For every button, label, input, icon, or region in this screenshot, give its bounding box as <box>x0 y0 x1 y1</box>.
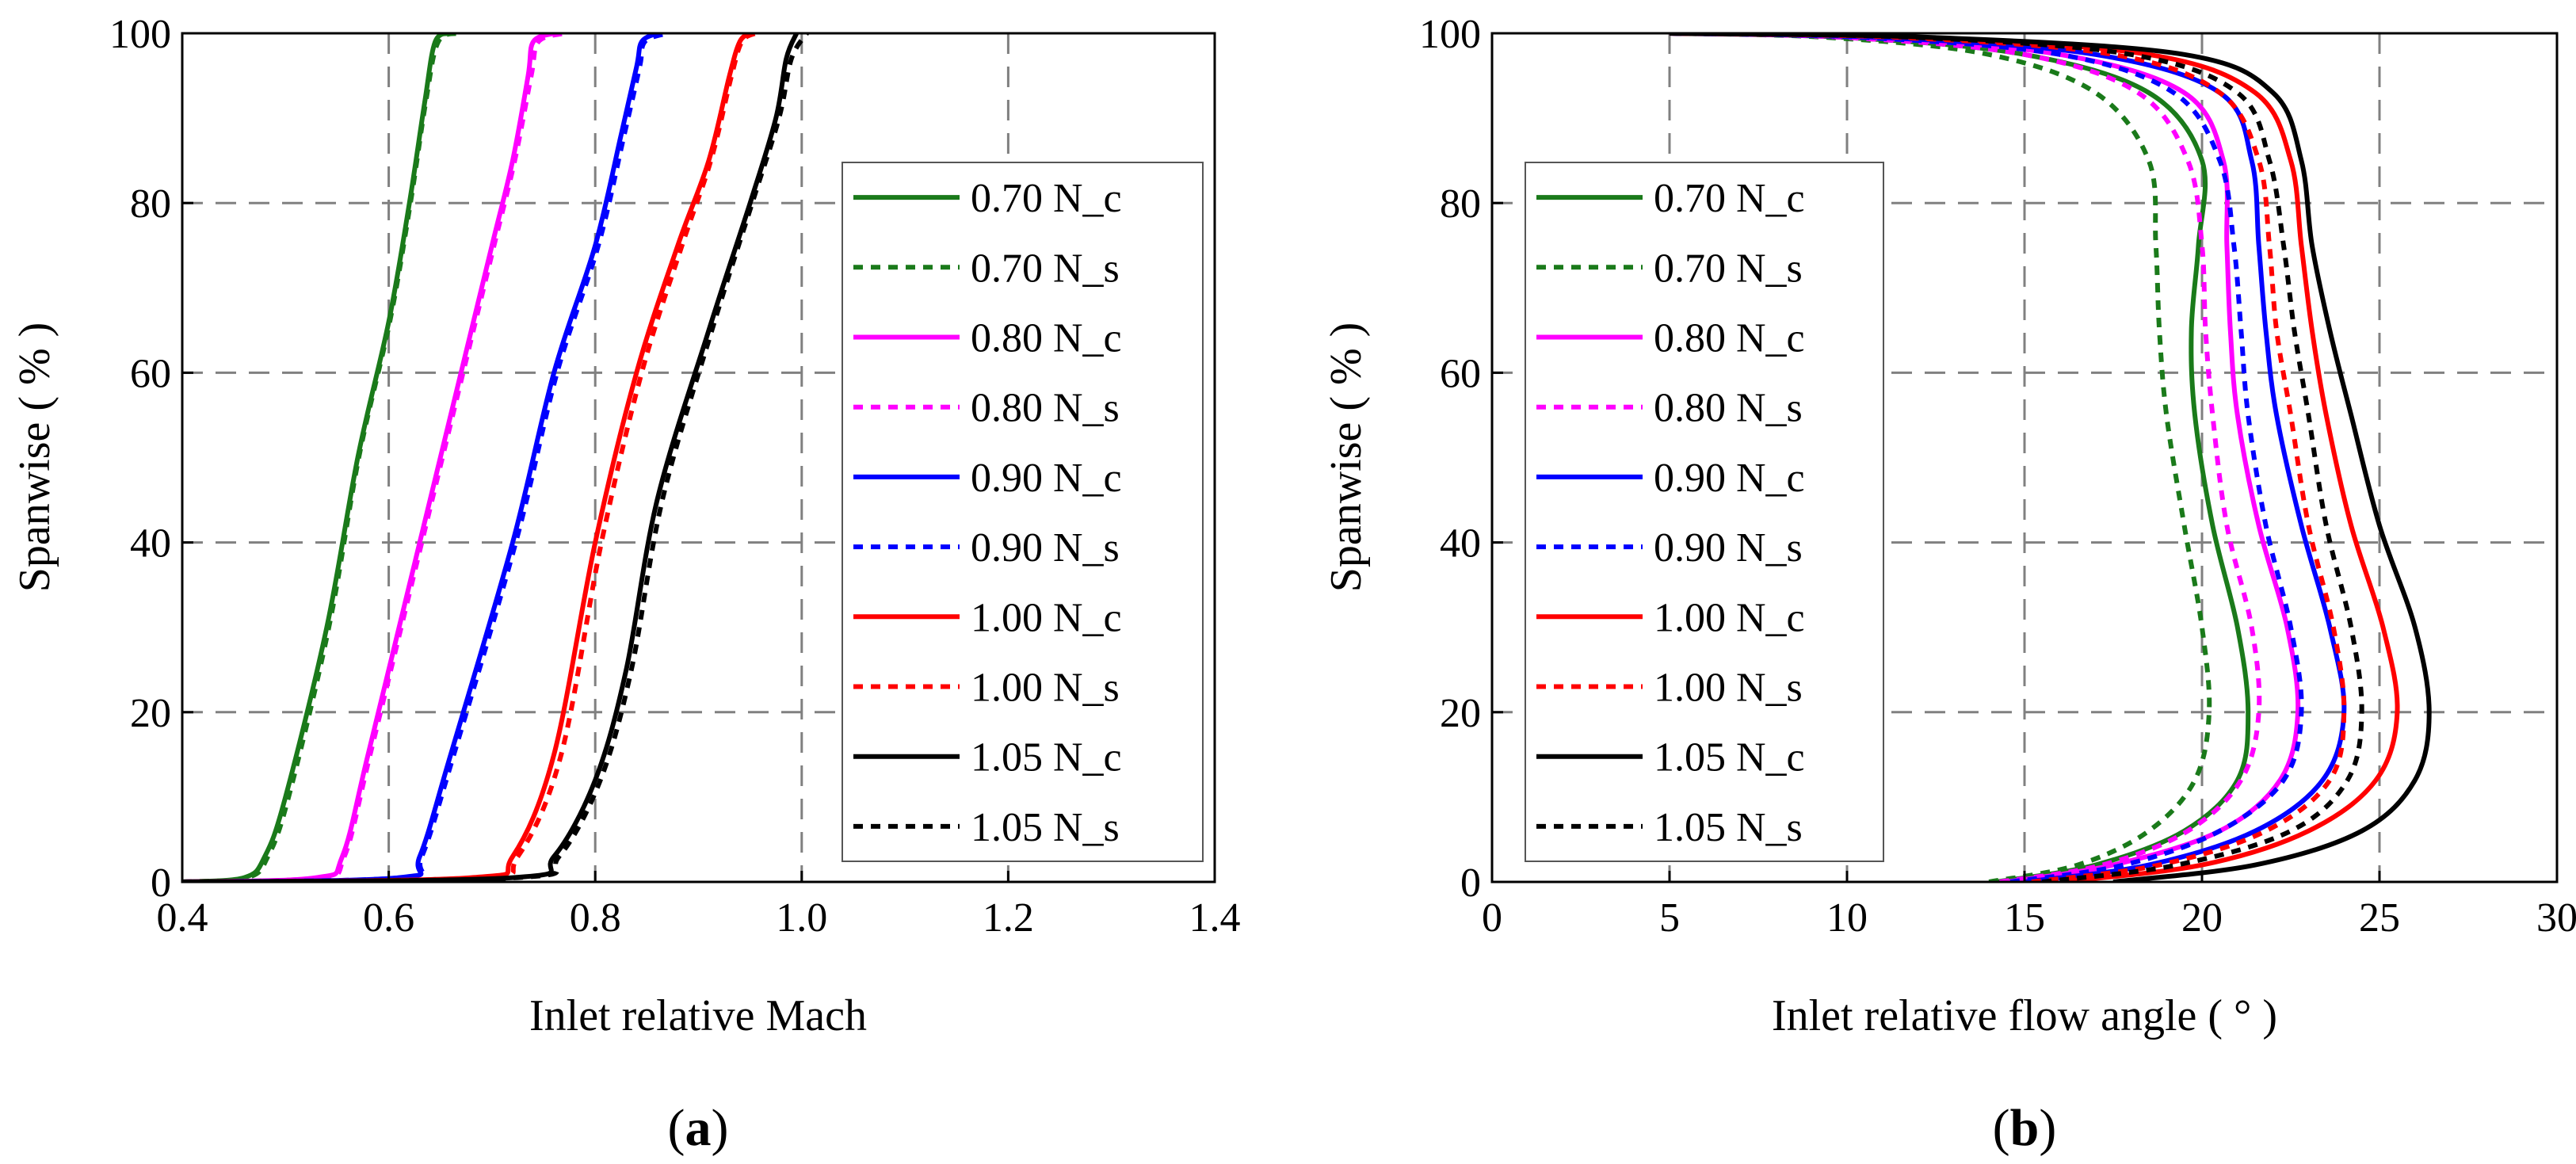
legend-b-label: 1.00 N_c <box>1654 595 1805 640</box>
chart-a-xtick-label: 0.6 <box>363 895 414 941</box>
series-a-0-70-n_s <box>182 33 462 882</box>
series-a-1-00-n_c <box>182 33 752 882</box>
legend-a-label: 0.90 N_c <box>971 456 1122 501</box>
chart-a-xtick-label: 1.0 <box>776 895 827 941</box>
chart-a-ytick-label: 40 <box>130 521 171 567</box>
legend-a-label: 1.00 N_c <box>971 595 1122 640</box>
legend-b-label: 1.05 N_c <box>1654 735 1805 780</box>
chart-a-ylabel: Spanwise ( % ) <box>10 322 59 593</box>
series-b-0-80-n_s <box>1669 33 2262 882</box>
chart-a-ytick-label: 80 <box>130 181 171 227</box>
legend-b-label: 0.70 N_s <box>1654 246 1803 291</box>
legend-a-label: 1.05 N_c <box>971 735 1122 780</box>
legend-b-label: 1.00 N_s <box>1654 666 1803 711</box>
chart-a-xtick-label: 1.4 <box>1189 895 1241 941</box>
chart-b-xtick-label: 0 <box>1482 895 1502 941</box>
chart-b-xlabel: Inlet relative flow angle ( ° ) <box>1772 991 2277 1040</box>
chart-a-xtick-label: 0.4 <box>157 895 208 941</box>
series-a-1-05-n_c <box>182 33 800 882</box>
chart-b-ytick-label: 0 <box>1460 861 1481 906</box>
chart-b-xtick-label: 25 <box>2359 895 2400 941</box>
chart-b-xtick-label: 15 <box>2004 895 2045 941</box>
chart-b-ytick-label: 60 <box>1440 351 1481 396</box>
chart-a: 0.4 0.6 0.8 1.0 1.2 1.4 0 20 40 60 80 100 0.70 N_c 0… <box>10 12 1241 1040</box>
chart-a-xtick-label: 0.8 <box>570 895 621 941</box>
legend-b-label: 0.80 N_c <box>1654 316 1805 361</box>
series-b-1-05-n_s <box>1669 33 2364 882</box>
chart-b-xtick-label: 30 <box>2536 895 2576 941</box>
panel-b-paren-open: ( <box>1993 1099 2010 1157</box>
chart-a-ytick-label: 60 <box>130 351 171 396</box>
chart-b-xtick-label: 5 <box>1659 895 1680 941</box>
panel-b-caption: (b) <box>1993 1099 2057 1157</box>
chart-b-ytick-label: 40 <box>1440 521 1481 567</box>
chart-b-ylabel: Spanwise ( % ) <box>1322 322 1371 593</box>
chart-a-frame <box>181 32 1216 883</box>
series-a-0-90-n_c <box>182 33 658 882</box>
legend-a-label: 0.80 N_c <box>971 316 1122 361</box>
chart-b-ytick-label: 80 <box>1440 181 1481 227</box>
legend-a-label: 1.00 N_s <box>971 666 1120 711</box>
chart-a-xtick-label: 1.2 <box>983 895 1034 941</box>
panel-a-letter: a <box>685 1099 712 1157</box>
series-a-1-00-n_s <box>182 33 757 882</box>
series-a-0-70-n_c <box>182 33 452 882</box>
series-a-1-05-n_s <box>182 33 809 882</box>
panel-a-caption: (a) <box>668 1099 729 1157</box>
chart-b-ytick-label: 20 <box>1440 691 1481 736</box>
chart-b-xtick-label: 20 <box>2181 895 2223 941</box>
panel-a-paren-close: ) <box>712 1099 729 1157</box>
chart-b: 0 5 10 15 20 25 30 0 20 40 60 80 100 0.70 N_c 0.70 N_… <box>1322 12 2576 1040</box>
chart-a-legend-box <box>841 162 1204 862</box>
legend-a-label: 0.90 N_s <box>971 525 1120 571</box>
legend-a-label: 0.70 N_c <box>971 176 1122 221</box>
series-b-1-00-n_s <box>1669 33 2347 882</box>
chart-a-ytick-label: 20 <box>130 691 171 736</box>
chart-b-legend-box <box>1525 162 1884 862</box>
panel-a-paren-open: ( <box>668 1099 685 1157</box>
series-b-1-05-n_c <box>1669 33 2432 882</box>
chart-a-ytick-label: 100 <box>109 12 171 57</box>
legend-b-label: 0.70 N_c <box>1654 176 1805 221</box>
series-a-0-90-n_s <box>182 33 669 882</box>
series-b-0-90-n_s <box>1669 33 2304 882</box>
series-a-0-80-n_s <box>182 33 566 882</box>
legend-a-label: 0.80 N_s <box>971 386 1120 431</box>
legend-a-label: 1.05 N_s <box>971 805 1120 850</box>
legend-b-label: 0.90 N_c <box>1654 456 1805 501</box>
panel-b-paren-close: ) <box>2039 1099 2056 1157</box>
legend-b-label: 0.90 N_s <box>1654 525 1803 571</box>
panel-b-letter: b <box>2010 1099 2040 1157</box>
chart-a-ytick-label: 0 <box>151 861 171 906</box>
chart-b-ytick-label: 100 <box>1419 12 1481 57</box>
legend-b-label: 0.80 N_s <box>1654 386 1803 431</box>
chart-b-xtick-label: 10 <box>1826 895 1868 941</box>
legend-a-label: 0.70 N_s <box>971 246 1120 291</box>
legend-b-label: 1.05 N_s <box>1654 805 1803 850</box>
chart-a-xlabel: Inlet relative Mach <box>529 991 867 1040</box>
